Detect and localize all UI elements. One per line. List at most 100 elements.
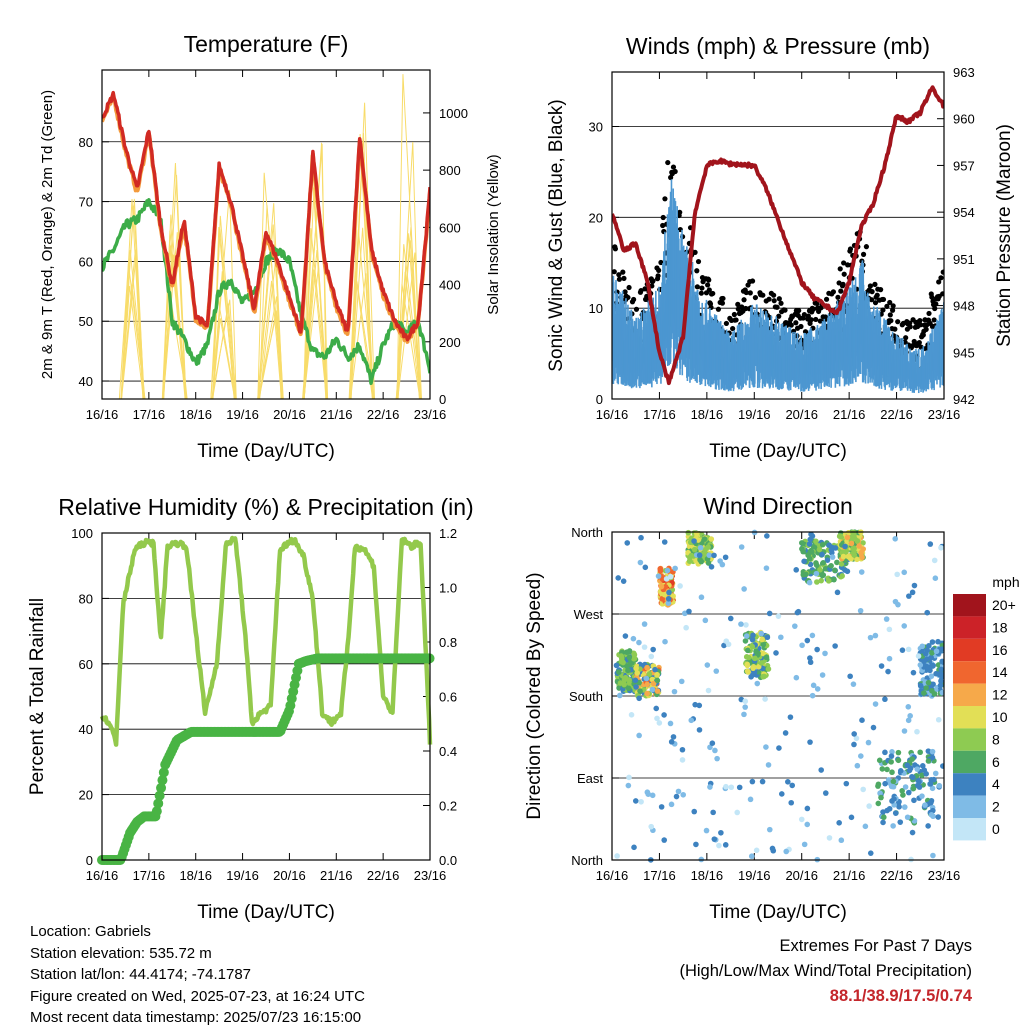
direction-point xyxy=(809,692,816,699)
direction-point xyxy=(850,545,856,552)
direction-point xyxy=(914,728,920,735)
direction-point xyxy=(818,767,824,773)
gust-point xyxy=(887,299,893,306)
gust-point xyxy=(868,297,875,303)
direction-point xyxy=(741,711,747,718)
y-tick-label: 0 xyxy=(86,853,93,868)
direction-point xyxy=(822,650,828,657)
direction-point xyxy=(693,841,699,848)
gust-point xyxy=(694,284,700,290)
direction-point xyxy=(621,681,627,688)
direction-point xyxy=(818,577,824,584)
direction-point xyxy=(645,791,652,797)
direction-point xyxy=(615,575,622,581)
gust-point xyxy=(705,282,711,288)
direction-point xyxy=(892,810,899,816)
chart-title: Temperature (F) xyxy=(184,31,349,57)
direction-point xyxy=(858,569,865,575)
solar-spike xyxy=(303,228,329,399)
y2-tick-label: 800 xyxy=(439,163,461,178)
direction-point xyxy=(738,621,744,627)
gust-point xyxy=(771,292,777,298)
created-text: Figure created on Wed, 2025-07-23, at 16… xyxy=(30,987,365,1005)
direction-point xyxy=(860,786,866,793)
gust-point xyxy=(774,304,780,310)
solar-spike xyxy=(120,249,146,399)
direction-point xyxy=(762,696,768,702)
x-tick-label: 17/16 xyxy=(133,868,166,883)
recent-text: Most recent data timestamp: 2025/07/23 1… xyxy=(30,1009,362,1026)
direction-point xyxy=(854,538,861,544)
gust-point xyxy=(677,209,683,215)
gust-point xyxy=(650,278,656,284)
direction-point xyxy=(928,673,935,679)
direction-point xyxy=(659,576,666,582)
direction-point xyxy=(904,762,911,769)
direction-point xyxy=(799,642,805,649)
direction-cluster xyxy=(875,748,938,826)
direction-point xyxy=(820,560,827,566)
direction-point xyxy=(748,853,755,860)
y-tick-label: 50 xyxy=(79,314,93,329)
direction-point xyxy=(925,823,931,829)
gust-point xyxy=(903,335,909,341)
direction-point xyxy=(642,564,649,571)
direction-point xyxy=(697,544,704,551)
gust-point xyxy=(874,292,880,298)
direction-point xyxy=(836,533,843,540)
direction-point xyxy=(661,837,668,843)
gust-point xyxy=(823,296,830,302)
y2-tick-label: 200 xyxy=(439,335,461,350)
gust-point xyxy=(841,260,847,266)
direction-point xyxy=(705,687,712,694)
direction-point xyxy=(644,664,650,671)
direction-point xyxy=(665,600,672,606)
x-tick-label: 22/16 xyxy=(367,407,400,422)
gust-point xyxy=(633,306,640,312)
gust-point xyxy=(836,280,842,286)
colorbar-label: 8 xyxy=(992,731,1000,747)
direction-cluster xyxy=(742,629,772,681)
temp-2m-series xyxy=(102,90,430,342)
direction-point xyxy=(793,567,800,573)
x-tick-label: 16/16 xyxy=(596,407,629,422)
direction-point xyxy=(919,793,925,799)
direction-point xyxy=(931,776,937,783)
y-tick-label: 80 xyxy=(79,135,93,150)
direction-point xyxy=(859,717,865,723)
gust-point xyxy=(723,320,729,327)
direction-point xyxy=(899,788,905,794)
gust-point xyxy=(847,246,854,252)
dewpoint-series xyxy=(102,198,430,386)
direction-point xyxy=(678,678,685,685)
direction-point xyxy=(638,798,644,805)
direction-point xyxy=(654,677,661,684)
colorbar-swatch xyxy=(953,638,986,662)
direction-point xyxy=(813,560,819,566)
direction-point xyxy=(892,598,899,605)
direction-point xyxy=(744,647,751,654)
x-tick-label: 23/16 xyxy=(928,868,961,883)
direction-point xyxy=(638,534,644,541)
direction-point xyxy=(842,567,848,573)
direction-point xyxy=(658,804,665,810)
direction-point xyxy=(885,668,891,675)
gust-point xyxy=(760,292,766,298)
direction-point xyxy=(851,741,857,748)
direction-point xyxy=(661,539,668,545)
gust-point xyxy=(706,277,712,283)
x-tick-label: 23/16 xyxy=(414,407,447,422)
direction-point xyxy=(872,632,879,639)
gust-point xyxy=(620,269,626,275)
direction-point xyxy=(921,658,927,665)
direction-point xyxy=(705,560,712,566)
gust-point xyxy=(923,326,929,332)
y-tick-label: 80 xyxy=(79,591,93,606)
direction-point xyxy=(813,570,820,577)
direction-point xyxy=(625,685,632,692)
direction-point xyxy=(704,662,711,668)
direction-point xyxy=(752,655,758,662)
direction-point xyxy=(738,544,745,550)
extremes-block: Extremes For Past 7 Days (High/Low/Max W… xyxy=(679,934,972,1009)
